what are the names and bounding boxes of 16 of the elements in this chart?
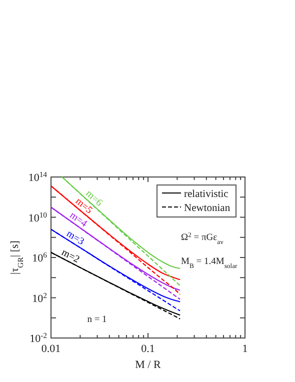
x-tick-label: 0.01 [41,343,61,355]
annotation: M$_{B}$ = 1.4M$_{solar}$ [181,257,238,270]
y-tick-label: 10$^{-2}$ [30,330,48,345]
annotation: Ω$^{2}$ = πGε$_{av}$ [181,232,224,246]
text: m=2 [60,247,82,266]
y-tick-label: 10$^{6}$ [32,250,48,264]
y-tick-label: 10$^{2}$ [32,290,48,305]
annotation: relativistic [184,189,229,200]
annotation: n = 1 [87,315,108,325]
y-tick-label: 10$^{10}$ [28,210,48,224]
x-axis-title: M / R [135,359,162,371]
x-tick-label: 1 [242,343,248,355]
annotation: Newtonian [184,203,231,214]
x-tick-label: 0.1 [141,343,155,355]
text: m=3 [64,228,86,248]
y-tick-label: 10$^{14}$ [28,170,48,184]
